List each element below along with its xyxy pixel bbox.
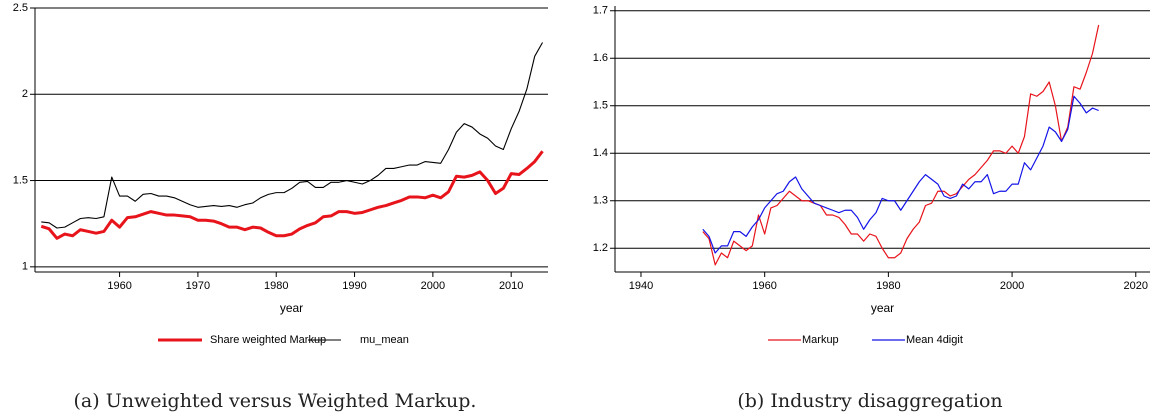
y-tick-label: 1.6 bbox=[593, 52, 608, 64]
x-tick-label: 1980 bbox=[264, 280, 288, 292]
legend-label: Markup bbox=[802, 334, 839, 346]
series-line bbox=[41, 42, 543, 229]
y-tick-label: 1.2 bbox=[593, 242, 608, 254]
caption: (b) Industry disaggregation bbox=[737, 390, 1002, 412]
y-tick-label: 1.5 bbox=[13, 174, 28, 186]
y-tick-label: 1.4 bbox=[593, 147, 608, 159]
series-line bbox=[702, 24, 1100, 266]
y-tick-label: 2.5 bbox=[13, 2, 28, 14]
x-axis-label: year bbox=[871, 301, 894, 315]
y-tick-label: 1.3 bbox=[593, 195, 608, 207]
x-tick-label: 2000 bbox=[421, 280, 445, 292]
legend-label: mu_mean bbox=[360, 334, 409, 346]
x-tick-label: 1960 bbox=[752, 280, 776, 292]
legend-label: Share weighted Markup bbox=[210, 334, 326, 346]
y-tick-label: 1.7 bbox=[593, 5, 608, 17]
caption: (a) Unweighted versus Weighted Markup. bbox=[74, 390, 477, 412]
x-tick-label: 1980 bbox=[876, 280, 900, 292]
x-axis-label: year bbox=[280, 301, 303, 315]
y-tick-label: 2 bbox=[22, 88, 28, 100]
x-tick-label: 2010 bbox=[499, 280, 523, 292]
series-line bbox=[40, 150, 544, 240]
y-tick-label: 1 bbox=[22, 261, 28, 273]
x-tick-label: 1990 bbox=[342, 280, 366, 292]
x-tick-label: 1940 bbox=[629, 280, 653, 292]
series-line bbox=[702, 95, 1099, 254]
x-tick-label: 2020 bbox=[1124, 280, 1148, 292]
x-tick-label: 2000 bbox=[1000, 280, 1024, 292]
x-tick-label: 1970 bbox=[186, 280, 210, 292]
x-tick-label: 1960 bbox=[107, 280, 131, 292]
legend-label: Mean 4digit bbox=[906, 334, 963, 346]
y-tick-label: 1.5 bbox=[593, 100, 608, 112]
